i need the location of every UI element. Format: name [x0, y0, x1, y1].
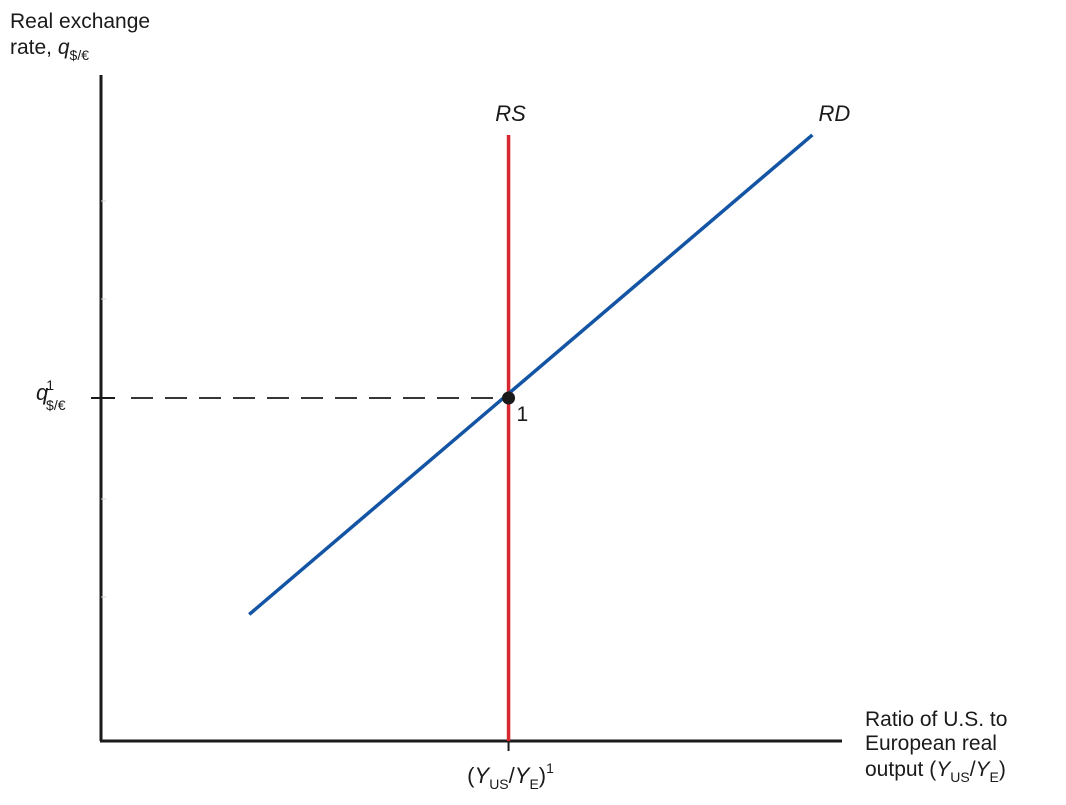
rd-demand-curve [248, 133, 814, 616]
x-axis-title-close: ) [999, 758, 1006, 781]
x-tick-slash: / [509, 763, 516, 788]
x-axis-title-sub-num: US [950, 769, 969, 785]
y-axis-title-line-1: Real exchange [10, 10, 150, 33]
x-tick-close: ) [539, 763, 546, 788]
y-axis-title-symbol: q [58, 36, 70, 59]
x-tick-symbol-den: Y [515, 763, 531, 788]
x-axis-title-symbol-num: Y [936, 758, 952, 781]
equilibrium-point [502, 391, 516, 405]
y-tick-subscript: $/€ [46, 397, 66, 413]
y-axis-title-line-2: rate, q$/€ [10, 36, 89, 63]
x-axis-title-line-1: Ratio of U.S. to [865, 708, 1007, 731]
rd-curve-label: RD [818, 101, 850, 126]
x-tick-symbol-num: Y [475, 763, 491, 788]
y-axis-title-subscript: $/€ [70, 47, 90, 63]
x-tick-sub-num: US [489, 776, 508, 792]
x-axis-title-symbol-den: Y [976, 758, 992, 781]
x-axis-title-prefix: output ( [865, 758, 936, 781]
x-axis-title-line-3: output (YUS/YE) [865, 758, 1006, 785]
y-axis-minor-ticks [101, 200, 106, 598]
x-tick-superscript: 1 [546, 760, 554, 776]
equilibrium-point-label: 1 [517, 403, 529, 426]
x-axis-title-slash: / [970, 758, 976, 781]
x-tick-open: ( [467, 763, 475, 788]
y-tick-symbol: q [36, 380, 49, 405]
y-tick-label: q1 $/€ [36, 377, 66, 413]
x-tick-sub-den: E [529, 776, 538, 792]
x-axis-title-sub-den: E [990, 769, 999, 785]
y-axis-title-prefix: rate, [10, 36, 58, 59]
x-tick-label: (YUS/YE)1 [467, 760, 554, 792]
y-tick-superscript: 1 [46, 377, 54, 393]
x-axis-title-line-2: European real [865, 732, 997, 755]
rs-curve-label: RS [495, 101, 526, 126]
